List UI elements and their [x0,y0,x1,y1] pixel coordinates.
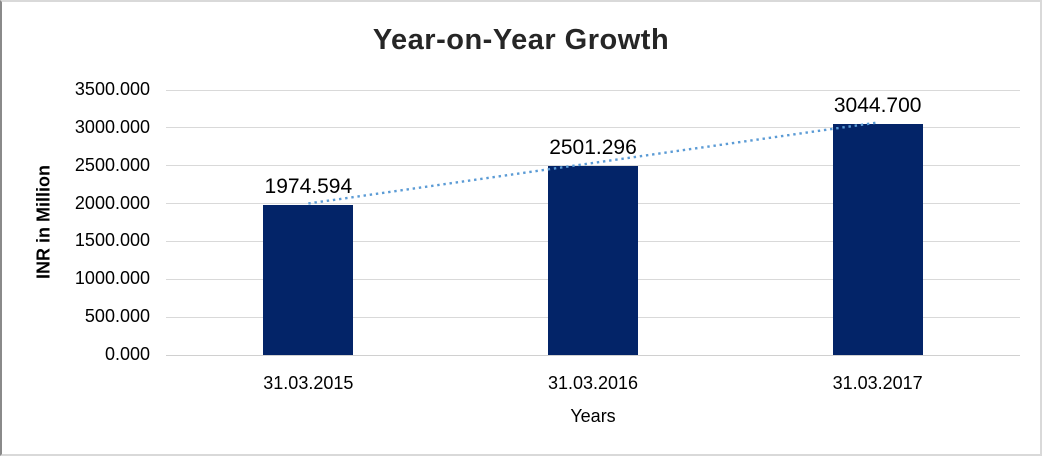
chart-title: Year-on-Year Growth [372,24,670,56]
y-tick-label: 3500.000 [74,79,150,99]
x-tick-label: 31.03.2016 [547,373,639,393]
bar [548,165,638,355]
x-tick-label: 31.03.2017 [832,373,923,393]
y-tick-label: 1500.000 [74,230,150,251]
gridline [166,89,1020,91]
y-tick-label: 0.000 [104,344,150,364]
y-tick-label: 3000.000 [74,116,150,137]
y-axis-title: INR in Million [33,165,54,279]
x-axis-line [166,354,1020,356]
bar [263,205,354,355]
y-tick-label: 2000.000 [74,192,150,213]
y-tick-label: 500.000 [84,306,150,327]
y-tick-label: 1000.000 [74,268,150,289]
x-axis-title: Years [570,406,616,426]
bar-data-label: 1974.594 [264,175,353,199]
bar-data-label: 3044.700 [833,94,922,118]
bar-data-label: 2501.296 [549,135,637,159]
bar [832,124,923,355]
x-tick-label: 31.03.2015 [263,373,354,393]
y-tick-label: 2500.000 [74,154,150,175]
